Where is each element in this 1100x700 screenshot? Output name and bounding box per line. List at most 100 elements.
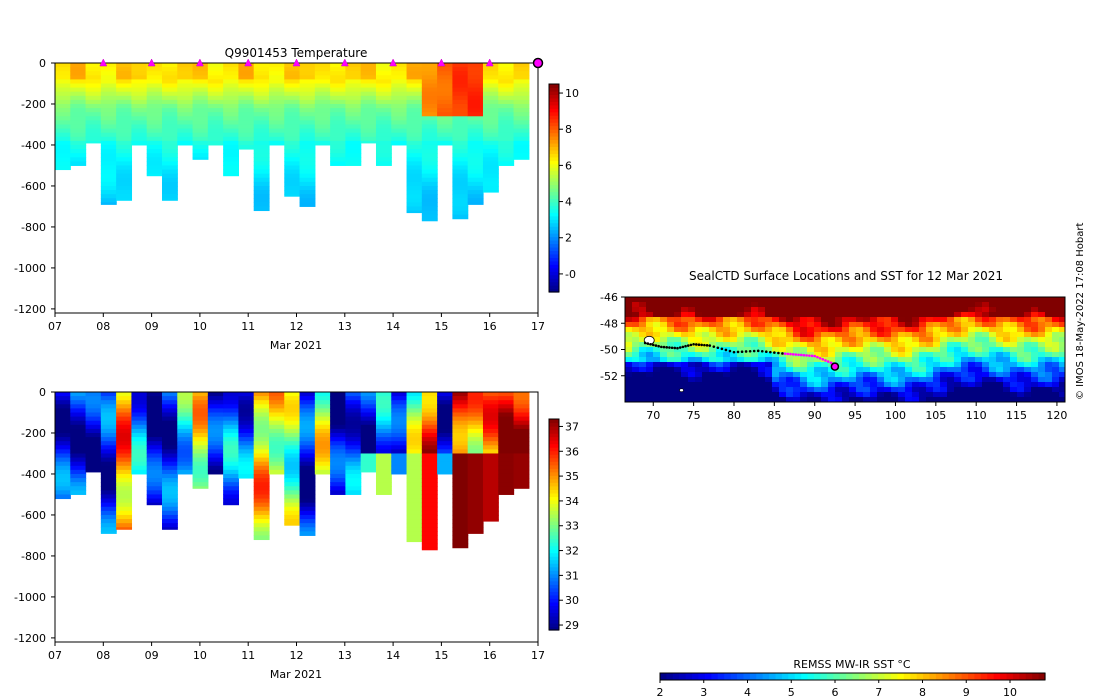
sst-cell [842,302,850,308]
sst-cell [737,372,745,378]
data-cell [482,510,499,516]
sst-cell [625,327,633,333]
sst-colorbar-segment [788,673,796,680]
sst-cell [961,312,969,318]
data-cell [70,490,87,495]
data-cell [146,408,163,413]
data-cell [299,161,316,166]
sst-cell [891,352,899,358]
profile-marker [147,58,156,67]
data-cell [161,112,178,117]
x-tick-label: 13 [338,320,352,333]
sst-cell [758,372,766,378]
data-cell [55,103,71,109]
salinity-colorbar-segment [549,587,559,592]
salinity-colorbar-tick-label: 29 [565,619,579,632]
data-cell [100,185,117,191]
data-cell [268,428,285,434]
data-cell [192,103,209,109]
sst-cell [884,377,892,383]
data-cell [498,161,515,166]
data-cell [268,67,285,72]
data-cell [437,108,454,113]
data-cell [253,449,270,454]
sst-cell [681,367,689,373]
track-point [724,348,728,352]
data-cell [452,457,469,463]
data-cell [70,432,87,438]
sst-cell [975,327,983,333]
data-cell [70,428,87,434]
salinity-colorbar-segment [549,552,559,557]
sst-cell [870,322,878,328]
sst-cell [765,342,773,348]
sst-cell [716,397,724,403]
data-cell [253,519,270,524]
sst-cell [842,317,850,323]
sst-cell [639,397,647,403]
sst-cell [674,397,682,403]
sst-cell [870,317,878,323]
sst-cell [835,372,843,378]
sst-cell [849,312,857,318]
sst-cell [625,347,633,353]
sst-cell [926,302,934,308]
sst-cell [877,322,885,328]
sst-cell [968,397,976,403]
imos-credit: © IMOS 18-May-2022 17:08 Hobart [1075,223,1086,400]
data-cell [253,144,270,150]
sst-cell [1010,327,1018,333]
sst-cell [723,302,731,308]
data-cell [330,490,347,495]
data-cell [421,547,438,551]
last-profile-marker [532,57,544,69]
sst-cell [954,377,962,383]
data-cell [116,412,133,418]
sst-cell [821,302,829,308]
data-cell [467,144,484,150]
sst-cell [912,342,920,348]
data-cell [391,420,408,426]
data-cell [284,494,301,500]
data-cell [161,190,178,195]
sst-cell [646,387,654,393]
data-cell [482,132,499,138]
sst-cell [793,392,801,398]
data-cell [161,185,178,191]
track-point [744,350,748,353]
data-cell [146,140,163,146]
sst-cell [702,342,710,348]
data-cell [421,404,438,409]
data-cell [177,445,194,450]
data-cell [131,396,148,401]
data-cell [253,165,270,171]
data-cell [131,392,148,397]
data-cell [268,132,285,138]
map-y-tick-label: -52 [600,370,618,383]
sst-cell [1059,352,1066,358]
sst-cell [863,302,871,308]
data-cell [360,432,377,438]
sst-cell [744,382,752,388]
sst-cell [1003,352,1011,358]
temperature-colorbar-segment [549,260,559,265]
salinity-colorbar-segment [549,528,559,533]
sst-cell [933,387,941,393]
data-cell [482,416,499,422]
sst-cell [709,362,717,368]
sst-cell [786,342,794,348]
sst-colorbar-segment [685,673,693,680]
sst-cell [842,392,850,398]
temperature-colorbar-segment [549,285,559,290]
data-cell [360,108,377,113]
data-cell [268,404,285,409]
data-cell [513,428,530,434]
data-cell [146,424,163,430]
sst-cell [884,342,892,348]
sst-colorbar-tick-label: 8 [919,686,926,699]
sst-cell [730,352,738,358]
data-cell [161,412,178,418]
data-cell [131,124,148,130]
data-cell [314,136,331,142]
sst-cell [800,342,808,348]
